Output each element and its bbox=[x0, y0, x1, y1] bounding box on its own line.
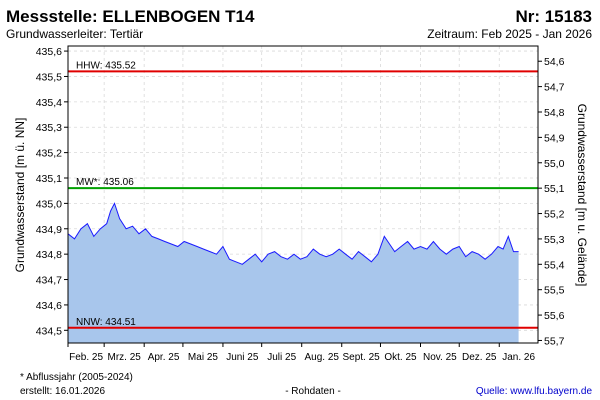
x-tick-label: Aug. 25 bbox=[304, 352, 339, 363]
y2-tick-label: 54,8 bbox=[544, 107, 565, 119]
y-tick-label: 435,3 bbox=[36, 122, 62, 134]
x-tick-label: Apr. 25 bbox=[148, 352, 180, 363]
x-tick-label: Nov. 25 bbox=[423, 352, 457, 363]
plot-frame bbox=[67, 45, 539, 344]
footnote: * Abflussjahr (2005-2024) bbox=[20, 372, 133, 383]
x-tick-label: Mrz. 25 bbox=[107, 352, 141, 363]
y2-tick-label: 55,7 bbox=[544, 335, 565, 347]
threshold-lines: HHW: 435.52 MW*: 435.06 NNW: 434.51 bbox=[68, 60, 538, 329]
aquifer-subtitle: Grundwasserleiter: Tertiär bbox=[6, 27, 143, 41]
y2-tick-label: 55,3 bbox=[544, 234, 565, 246]
y-tick-label: 435,5 bbox=[36, 71, 62, 83]
y-tick-label: 435,2 bbox=[36, 148, 62, 160]
y-tick-label: 434,5 bbox=[36, 325, 62, 337]
page-title: Messstelle: ELLENBOGEN T14 bbox=[6, 7, 255, 26]
x-tick-label: Sept. 25 bbox=[342, 352, 380, 363]
y-tick-label: 435,4 bbox=[36, 97, 62, 109]
y2-tick-label: 55,6 bbox=[544, 310, 565, 322]
y-axis-right-title: Grundwasserstand [m u. Gelände] bbox=[575, 104, 589, 287]
y-tick-label: 434,6 bbox=[36, 300, 62, 312]
y-axis-right: 54,6 54,7 54,8 54,9 55,0 55,1 55,2 55,3 55,4 55,5… bbox=[538, 56, 565, 347]
y-tick-label: 435,0 bbox=[36, 198, 62, 210]
y2-tick-label: 55,2 bbox=[544, 209, 565, 221]
y2-tick-label: 54,6 bbox=[544, 56, 565, 68]
x-tick-label: Mai 25 bbox=[188, 352, 218, 363]
x-tick-label: Feb. 25 bbox=[69, 352, 103, 363]
x-axis: Feb. 25 Mrz. 25 Apr. 25 Mai 25 Juni 25 Juli 2… bbox=[67, 343, 535, 363]
water-level-area bbox=[68, 203, 519, 343]
created-date: erstellt: 16.01.2026 bbox=[20, 386, 105, 397]
y2-tick-label: 55,1 bbox=[544, 183, 565, 195]
x-tick-label: Jan. 26 bbox=[502, 352, 535, 363]
water-level-line bbox=[67, 202, 519, 265]
threshold-label: HHW: 435.52 bbox=[76, 60, 136, 71]
source-link[interactable]: Quelle: www.lfu.bayern.de bbox=[476, 386, 593, 397]
y-axis-left-title: Grundwasserstand [m ü. NN] bbox=[13, 118, 27, 273]
y-tick-label: 435,6 bbox=[36, 46, 62, 58]
y-axis-left: 434,5 434,6 434,7 434,8 434,9 435,0 435,1 435,2… bbox=[36, 46, 68, 337]
threshold-label: NNW: 434.51 bbox=[76, 317, 136, 328]
threshold-label: MW*: 435.06 bbox=[76, 177, 134, 188]
y-tick-label: 435,1 bbox=[36, 173, 62, 185]
raw-data-label: - Rohdaten - bbox=[285, 386, 341, 397]
period-label: Zeitraum: Feb 2025 - Jan 2026 bbox=[427, 27, 592, 41]
y2-tick-label: 54,9 bbox=[544, 132, 565, 144]
x-tick-label: Juli 25 bbox=[267, 352, 296, 363]
y2-tick-label: 55,0 bbox=[544, 158, 565, 170]
x-tick-label: Dez. 25 bbox=[462, 352, 497, 363]
x-tick-label: Okt. 25 bbox=[384, 352, 417, 363]
y-tick-label: 434,8 bbox=[36, 249, 62, 261]
y2-tick-label: 54,7 bbox=[544, 82, 565, 94]
y-tick-label: 434,7 bbox=[36, 275, 62, 287]
x-tick-label: Juni 25 bbox=[226, 352, 259, 363]
station-number: Nr: 15183 bbox=[515, 7, 592, 26]
y-tick-label: 434,9 bbox=[36, 224, 62, 236]
y2-tick-label: 55,4 bbox=[544, 259, 565, 271]
y2-tick-label: 55,5 bbox=[544, 285, 565, 297]
